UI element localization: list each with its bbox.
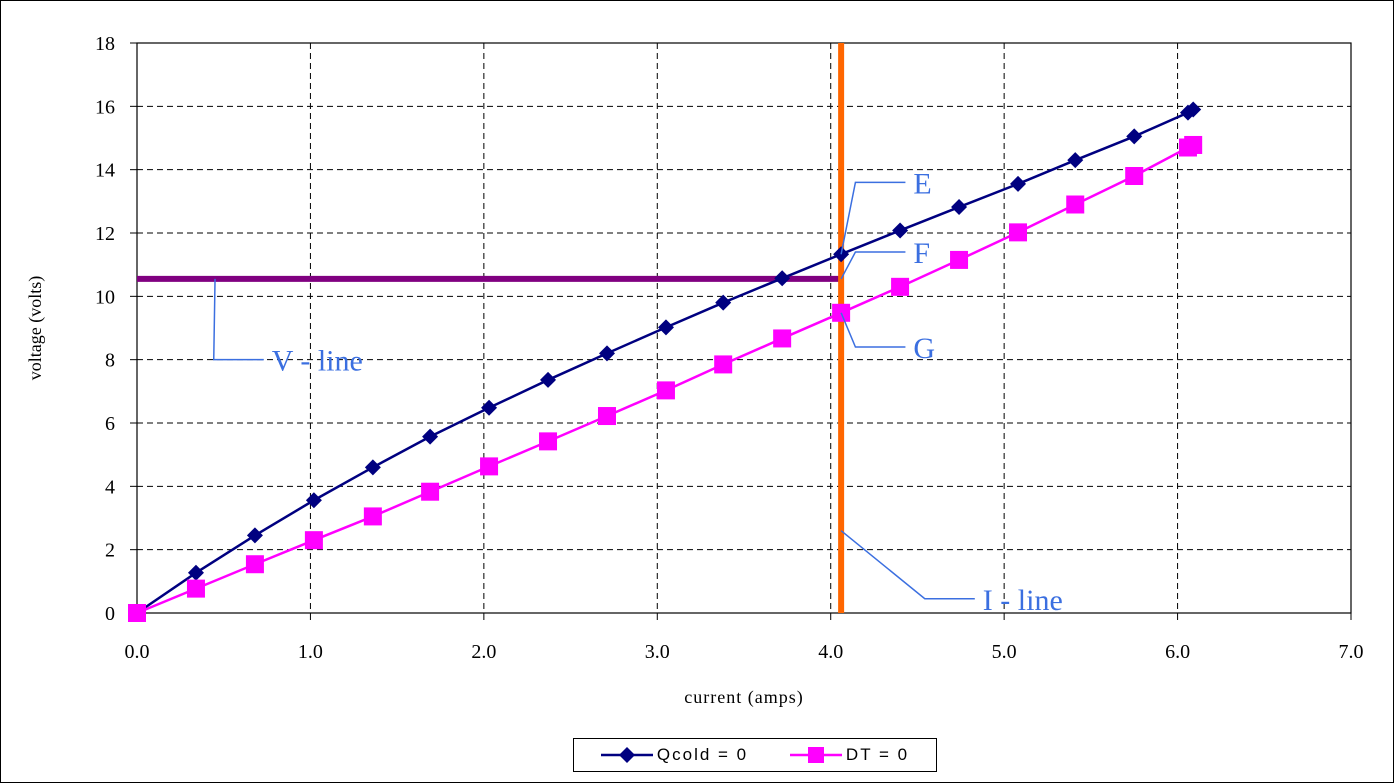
data-point-qcold (1126, 128, 1143, 145)
tick-labels: 0.0 1.0 2.0 3.0 4.0 5.0 6.0 7.0 0 2 4 6 8 10 12 14 16 18 (95, 33, 1364, 663)
annotation-label: G (913, 332, 935, 365)
data-point-dt (597, 407, 616, 426)
data-point-dt (773, 329, 792, 348)
annotation-leader (840, 251, 906, 280)
annotation-leader (840, 181, 906, 255)
axes (136, 42, 1352, 614)
data-point-qcold (657, 319, 674, 336)
data-point-qcold (1010, 175, 1027, 192)
data-point-qcold (774, 270, 791, 287)
x-tick-label: 2.0 (471, 641, 496, 663)
x-tick-label: 7.0 (1339, 641, 1364, 663)
y-tick-label: 10 (95, 286, 115, 308)
x-tick-label: 1.0 (298, 641, 323, 663)
data-point-dt (186, 579, 205, 598)
grid (137, 42, 1351, 613)
series-line-qcold (136, 108, 1194, 615)
data-point-qcold (892, 222, 909, 239)
y-tick-label: 16 (95, 96, 115, 118)
data-point-dt (1066, 195, 1085, 214)
data-point-dt (1009, 223, 1028, 242)
series-line-dt (136, 143, 1194, 615)
data-point-dt (714, 355, 733, 374)
x-tick-label: 4.0 (818, 641, 843, 663)
annotation-leader (840, 530, 975, 600)
data-point-qcold (540, 371, 557, 388)
data-point-dt (539, 432, 558, 451)
data-point-qcold (187, 564, 204, 581)
plot-area-border (136, 42, 1352, 614)
legend: Qcold = 0 DT = 0 (573, 738, 937, 772)
y-tick-label: 6 (105, 413, 115, 435)
x-tick-label: 0.0 (125, 641, 150, 663)
data-point-qcold (1185, 101, 1202, 118)
y-tick-label: 4 (105, 476, 115, 498)
y-tick-label: 0 (105, 603, 115, 625)
data-point-qcold (833, 246, 850, 263)
data-point-dt (656, 381, 675, 400)
annotation-label: V - line (272, 345, 363, 378)
data-point-qcold (715, 294, 732, 311)
data-point-qcold (364, 459, 381, 476)
data-point-dt (245, 555, 264, 574)
data-point-dt (304, 531, 323, 550)
annotation-label: E (913, 167, 931, 200)
data-point-qcold (246, 527, 263, 544)
legend-label: DT = 0 (845, 745, 910, 764)
diamond-marker-icon (600, 747, 653, 763)
y-axis-label: voltage (volts) (25, 276, 46, 380)
annotation-leader (840, 312, 906, 348)
data-point-dt (480, 457, 499, 476)
annotation-leader (212, 278, 264, 361)
annotation-label: I - line (983, 584, 1063, 617)
annotations: E F G V - line I - line (212, 167, 1063, 617)
y-tick-label: 18 (95, 33, 115, 55)
x-tick-label: 6.0 (1165, 641, 1190, 663)
data-point-dt (1184, 135, 1203, 154)
data-point-dt (950, 250, 969, 269)
data-point-dt (891, 277, 910, 296)
x-axis-label: current (amps) (684, 687, 803, 708)
data-point-qcold (598, 345, 615, 362)
data-point-dt (1125, 167, 1144, 185)
data-point-qcold (305, 492, 322, 509)
legend-label: Qcold = 0 (656, 745, 749, 764)
y-tick-label: 2 (105, 540, 115, 562)
data-point-dt (421, 482, 440, 501)
data-point-dt (128, 604, 146, 622)
y-tick-label: 14 (95, 160, 115, 182)
legend-entry-qcold: Qcold = 0 (600, 745, 749, 765)
data-point-dt (363, 507, 382, 526)
y-tick-label: 8 (105, 350, 115, 372)
data-point-qcold (951, 199, 968, 216)
x-tick-label: 3.0 (645, 641, 670, 663)
square-marker-icon (789, 747, 842, 763)
data-point-qcold (422, 428, 439, 445)
reference-lines (137, 43, 845, 613)
data-point-qcold (1067, 152, 1084, 169)
legend-entry-dt: DT = 0 (789, 745, 910, 765)
y-tick-label: 12 (95, 223, 115, 245)
annotation-label: F (913, 237, 930, 270)
data-point-qcold (481, 399, 498, 416)
series-lines (128, 101, 1203, 622)
x-tick-label: 5.0 (992, 641, 1017, 663)
